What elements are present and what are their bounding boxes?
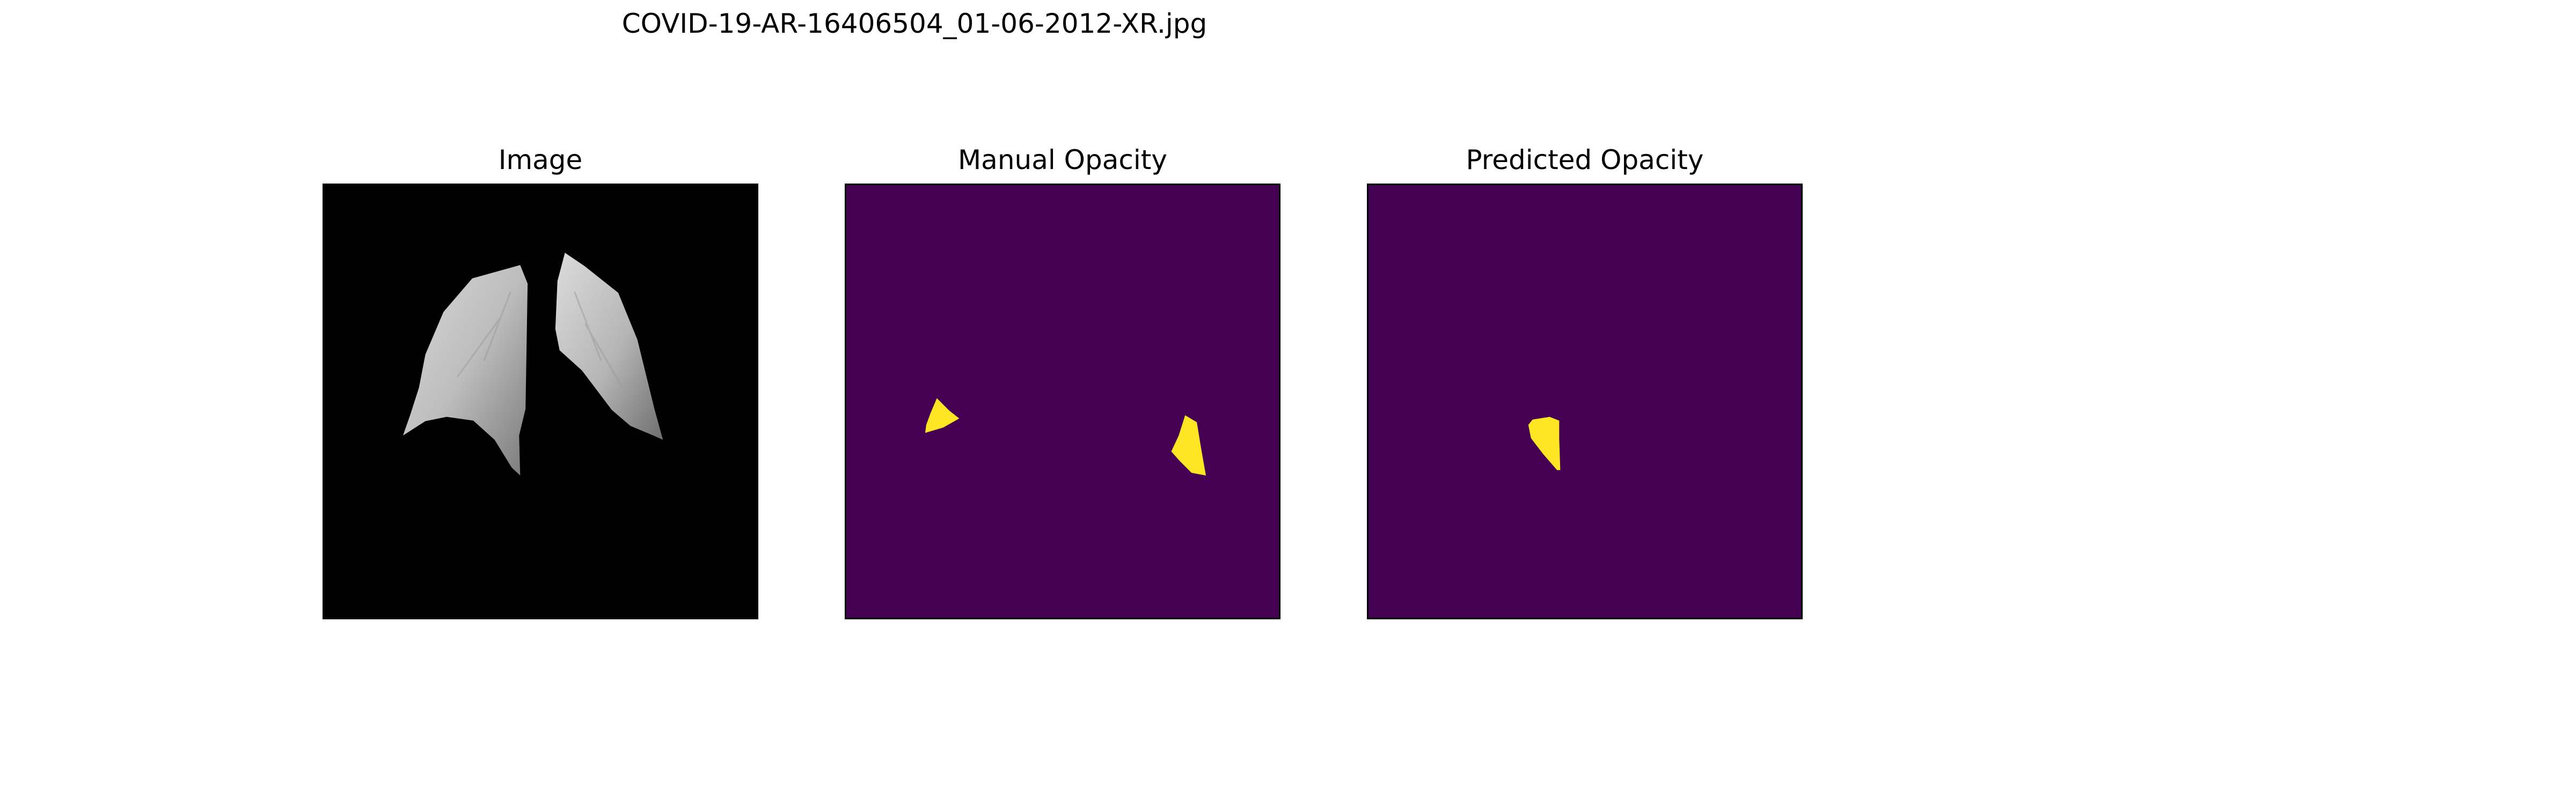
manual-opacity-region-right [1171, 415, 1206, 475]
lung-xray-image [324, 185, 757, 618]
manual-opacity-region-left [925, 398, 960, 433]
panel-image [323, 184, 758, 619]
panel-manual-opacity [845, 184, 1280, 619]
panel-title-predicted-opacity: Predicted Opacity [1466, 144, 1704, 175]
panel-predicted-opacity [1367, 184, 1803, 619]
left-lung-region [402, 265, 528, 475]
predicted-opacity-region [1528, 416, 1561, 471]
panel-title-manual-opacity: Manual Opacity [958, 144, 1167, 175]
manual-opacity-mask [846, 185, 1279, 618]
right-lung-region [555, 253, 663, 440]
figure-title: COVID-19-AR-16406504_01-06-2012-XR.jpg [621, 8, 1208, 39]
panel-title-image: Image [498, 144, 583, 175]
predicted-opacity-mask [1368, 185, 1801, 618]
